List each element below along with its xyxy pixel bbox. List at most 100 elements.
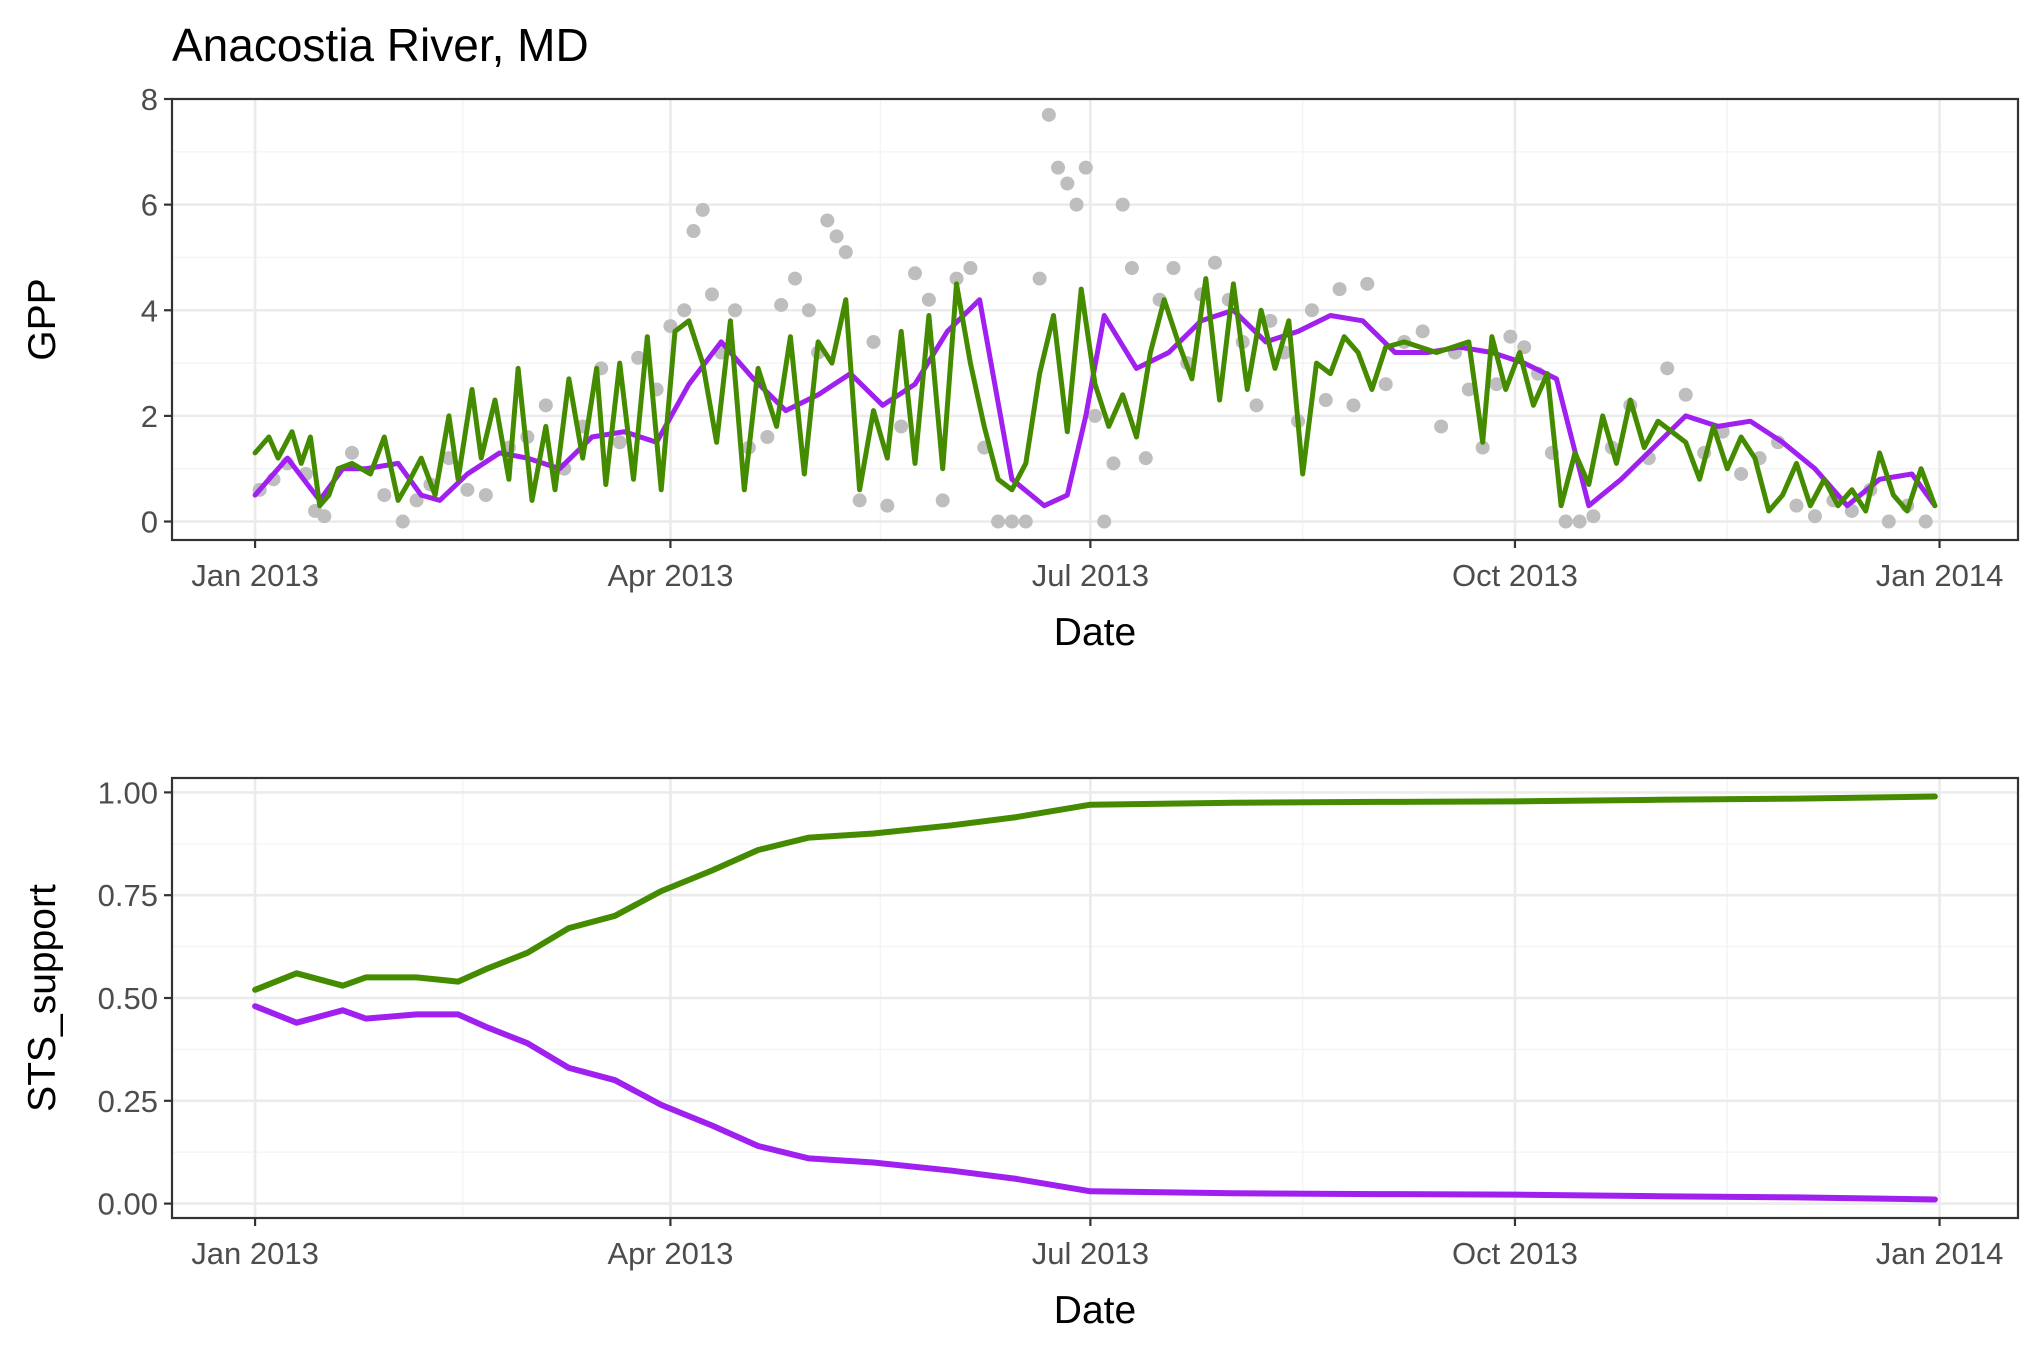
sts-y-axis-title: STS_support: [21, 884, 64, 1112]
sts-x-tick-label: Apr 2013: [608, 1236, 734, 1271]
gpp-observed-point: [1734, 466, 1749, 481]
gpp-observed-point: [1918, 514, 1933, 529]
gpp-observed-point: [1660, 361, 1675, 376]
gpp-y-tick-label: 8: [141, 82, 158, 117]
gpp-observed-point: [1807, 509, 1822, 524]
gpp-observed-point: [1166, 261, 1181, 276]
gpp-observed-point: [1558, 514, 1573, 529]
gpp-observed-point: [1318, 393, 1333, 408]
gpp-observed-point: [1378, 377, 1393, 392]
gpp-observed-point: [1051, 160, 1066, 175]
gpp-observed-point: [908, 266, 923, 281]
gpp-observed-point: [760, 430, 775, 445]
gpp-observed-point: [894, 419, 909, 434]
gpp-x-tick-label: Jan 2013: [191, 558, 319, 593]
gpp-observed-point: [1360, 276, 1375, 291]
gpp-observed-point: [1789, 498, 1804, 513]
gpp-observed-point: [317, 509, 332, 524]
gpp-observed-point: [1572, 514, 1587, 529]
gpp-panel: 0 2 4 6 8 Jan 2013 Apr 2013 Jul 2013 Oct 2013 Jan…: [21, 82, 2020, 654]
gpp-observed-point: [921, 292, 936, 307]
sts-x-tick-label: Jan 2014: [1876, 1236, 2004, 1271]
gpp-x-axis-title: Date: [1054, 611, 1136, 654]
sts-x-tick-label: Oct 2013: [1452, 1236, 1578, 1271]
gpp-observed-point: [1060, 176, 1075, 191]
gpp-x-tick-label: Jul 2013: [1032, 558, 1149, 593]
gpp-y-tick-label: 2: [141, 399, 158, 434]
gpp-observed-point: [880, 498, 895, 513]
gpp-observed-point: [478, 488, 493, 503]
gpp-observed-point: [1207, 255, 1222, 270]
gpp-observed-point: [1586, 509, 1601, 524]
gpp-observed-point: [991, 514, 1006, 529]
gpp-observed-point: [538, 398, 553, 413]
gpp-observed-point: [377, 488, 392, 503]
gpp-observed-point: [1489, 377, 1504, 392]
gpp-observed-point: [631, 350, 646, 365]
chart-title: Anacostia River, MD: [172, 19, 589, 71]
sts-x-tick-label: Jul 2013: [1032, 1236, 1149, 1271]
gpp-observed-point: [344, 445, 359, 460]
gpp-y-tick-label: 6: [141, 188, 158, 223]
gpp-observed-point: [1304, 303, 1319, 318]
gpp-observed-point: [838, 245, 853, 260]
gpp-observed-point: [1678, 387, 1693, 402]
gpp-observed-point: [728, 303, 743, 318]
gpp-observed-point: [1475, 440, 1490, 455]
gpp-observed-point: [1138, 451, 1153, 466]
gpp-panel-border: [170, 97, 2020, 542]
gpp-observed-point: [1881, 514, 1896, 529]
sts-series-line-1: [252, 793, 1938, 993]
gpp-y-tick-label: 0: [141, 505, 158, 540]
gpp-observed-point: [612, 435, 627, 450]
gpp-observed-point: [1124, 261, 1139, 276]
gpp-observed-point: [1106, 456, 1121, 471]
sts-y-tick-label: 0.75: [98, 878, 158, 913]
gpp-observed-point: [866, 334, 881, 349]
gpp-observed-point: [704, 287, 719, 302]
sts-support-panel: 0.00 0.25 0.50 0.75 1.00 Jan 2013 Apr 2013 Jul …: [21, 775, 2020, 1332]
gpp-observed-point: [1032, 271, 1047, 286]
gpp-observed-point: [1088, 408, 1102, 423]
sts-series-line-2: [252, 1003, 1938, 1203]
gpp-observed-point: [395, 514, 410, 529]
sts-y-tick-label: 0.50: [98, 981, 158, 1016]
sts-x-axis-title: Date: [1054, 1289, 1136, 1332]
gpp-observed-point: [963, 261, 978, 276]
gpp-observed-point: [1069, 197, 1084, 212]
gpp-observed-point: [774, 297, 789, 312]
gpp-observed-point: [1249, 398, 1264, 413]
gpp-y-tick-label: 4: [141, 293, 158, 328]
gpp-observed-point: [829, 229, 844, 244]
gpp-x-tick-label: Oct 2013: [1452, 558, 1578, 593]
gpp-observed-point: [1415, 324, 1430, 339]
gpp-x-tick-label: Jan 2014: [1876, 558, 2004, 593]
gpp-observed-point: [1018, 514, 1033, 529]
gpp-observed-point: [801, 303, 816, 318]
gpp-observed-point: [1115, 197, 1130, 212]
gpp-observed-point: [935, 493, 950, 508]
gpp-observed-point: [1503, 329, 1518, 344]
gpp-observed-point: [686, 224, 701, 239]
gpp-x-tick-label: Apr 2013: [608, 558, 734, 593]
gpp-observed-point: [1332, 282, 1347, 297]
sts-x-tick-label: Jan 2013: [191, 1236, 319, 1271]
gpp-observed-point: [1461, 382, 1476, 397]
gpp-observed-point: [460, 482, 475, 497]
gpp-observed-point: [1041, 107, 1056, 122]
gpp-observed-point: [1097, 514, 1112, 529]
gpp-observed-point: [1078, 160, 1093, 175]
sts-y-tick-label: 0.25: [98, 1084, 158, 1119]
gpp-observed-point: [820, 213, 835, 228]
gpp-observed-point: [852, 493, 867, 508]
gpp-observed-point: [1346, 398, 1361, 413]
sts-y-tick-label: 1.00: [98, 775, 158, 810]
sts-y-tick-label: 0.00: [98, 1187, 158, 1222]
gpp-observed-point: [677, 303, 692, 318]
gpp-observed-point: [695, 202, 710, 217]
gpp-y-axis-title: GPP: [21, 278, 64, 360]
gpp-observed-point: [1434, 419, 1449, 434]
gpp-observed-point: [949, 271, 964, 286]
gpp-observed-point: [788, 271, 803, 286]
